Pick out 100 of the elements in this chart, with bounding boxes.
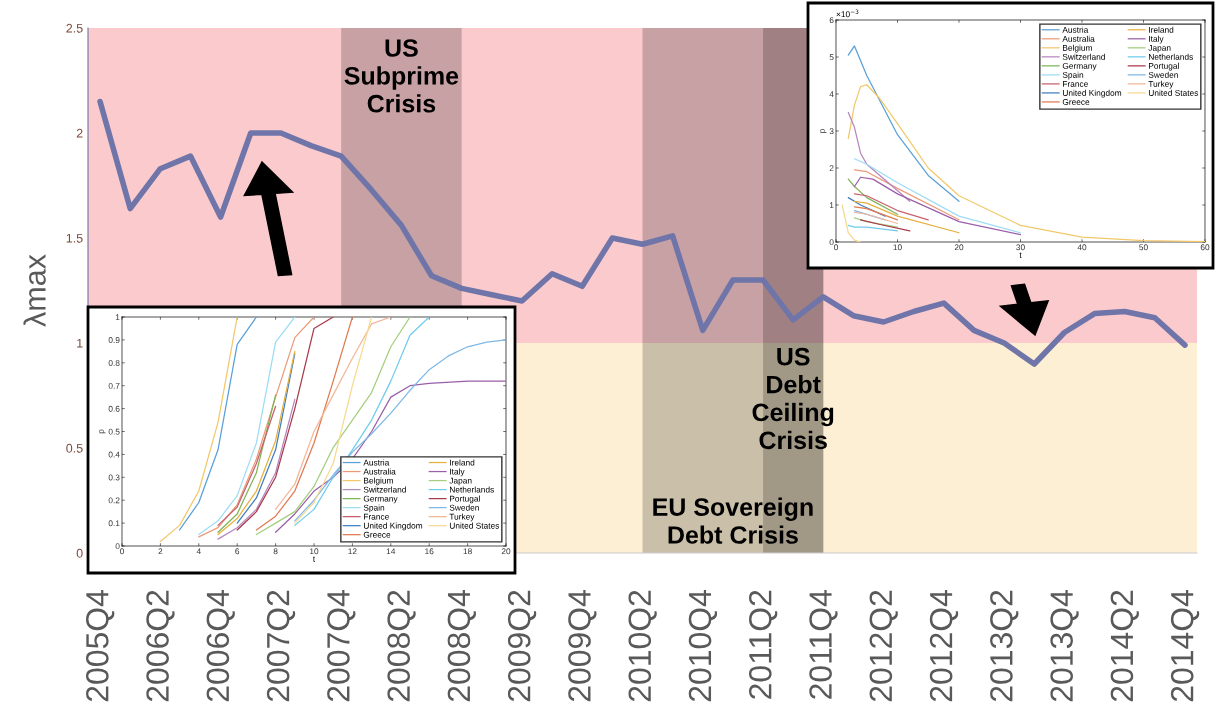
x-tick-label: 2010Q4 [688,590,718,702]
legend-label: United States [1148,89,1199,96]
y-tick-label: 2 [76,128,83,138]
x-tick-label: 2012Q2 [869,590,898,702]
x-tick-label: 2014Q2 [1110,590,1139,702]
legend-label: Australia [363,468,396,475]
y-tick-label: 0.7 [108,382,120,389]
y-tick-label: 3 [829,128,834,135]
y-tick-label: 1 [829,202,834,209]
x-tick-label: 2008Q2 [387,590,416,702]
text: ×10$^{−3}$ [836,9,859,18]
band-label: EU Sovereign Debt Crisis [653,497,813,544]
legend-label: Sweden [449,504,479,511]
x-tick-label: 16 [425,548,434,555]
y-tick-label: 6 [829,17,834,24]
y-axis-title: p [99,429,106,434]
legend-label: United States [449,522,500,529]
y-tick-label: 0.4 [108,451,120,458]
x-tick-label: 10 [310,548,319,555]
y-tick-label: 0.1 [108,520,120,527]
x-tick-label: 2013Q2 [990,590,1019,702]
x-tick-label: 2009Q4 [568,590,597,702]
y-tick-label: 0.9 [108,337,120,343]
y-tick-label: 4 [829,91,834,98]
x-tick-label: 2014Q4 [1170,590,1200,702]
legend-label: Switzerland [1062,53,1105,60]
y-tick-label: 0.5 [108,428,120,435]
legend-label: Austria [1062,26,1089,33]
x-tick-label: 30 [1016,244,1025,251]
x-tick-label: 2010Q2 [628,590,657,702]
legend-label: Sweden [1148,71,1178,78]
x-tick-label: 4 [196,548,201,555]
y-tick-label: 1.5 [66,233,83,243]
legend-label: Austria [363,459,390,466]
legend-label: Japan [449,477,472,486]
legend-label: United Kingdom [363,522,423,531]
x-tick-label: 2 [158,548,163,555]
legend-label: Greece [363,531,391,538]
legend-label: France [1063,81,1088,87]
y-tick-label: 0.8 [108,360,120,366]
legend-label: Ireland [450,459,475,466]
legend-label: Japan [1148,45,1171,53]
legend-label: Netherlands [1148,53,1193,60]
x-tick-label: 50 [1139,244,1148,251]
legend-label: Spain [363,504,385,513]
x-tick-label: 20 [954,244,964,251]
legend-label: France [364,513,389,520]
legend-label: Greece [1062,99,1090,105]
legend-label: Turkey [449,513,475,522]
x-tick-label: 18 [463,548,472,555]
x-tick-label: 10 [893,244,902,251]
y-tick-label: 5 [829,54,834,61]
legend-label: Belgium [1063,44,1092,53]
x-tick-label: 2007Q4 [327,590,356,702]
x-tick-label: 12 [348,548,357,555]
legend-label: Belgium [364,477,393,486]
x-tick-label: 14 [386,548,396,555]
x-tick-label: 8 [273,548,278,555]
legend-label: Spain [1062,71,1084,80]
y-tick-label: 2.5 [66,23,83,33]
y-axis-title: p [820,129,827,133]
y-tick-label: 0 [829,239,834,246]
legend-label: Netherlands [449,486,494,493]
y-tick-label: 0.3 [108,474,120,481]
x-tick-label: 6 [235,548,240,555]
x-tick-label: 2005Q4 [86,590,115,702]
x-axis-title: t [1019,252,1022,258]
legend-label: Turkey [1148,80,1174,89]
x-tick-label: 2012Q4 [929,590,959,702]
y-tick-label: 1 [115,314,120,321]
legend-label: Portugal [1148,62,1179,71]
legend-label: Italy [450,468,465,477]
y-tick-label: 0.6 [108,405,120,412]
x-tick-label: 20 [501,548,511,555]
legend-label: Portugal [449,495,480,504]
x-tick-label: 2013Q4 [1050,590,1079,702]
legend-label: United Kingdom [1062,89,1122,98]
legend-label: Italy [1149,35,1164,44]
y-tick-label: 0.2 [108,497,120,504]
y-tick-label: 1 [77,338,83,348]
legend-label: Australia [1062,35,1095,42]
x-tick-label: 2008Q4 [447,590,476,702]
x-tick-label: 2011Q2 [749,590,778,699]
x-tick-label: 40 [1077,244,1087,251]
y-tick-label: 0.5 [66,443,83,453]
band-label: US Subprime Crisis [344,39,459,113]
x-tick-label: 60 [1200,244,1210,251]
y-tick-label: 0 [115,543,120,550]
x-tick-label: 2006Q2 [146,590,175,702]
x-tick-label: 2006Q4 [206,590,235,702]
x-tick-label: 2007Q2 [266,590,296,702]
legend-label: Germany [363,495,398,504]
x-tick-label: 2009Q2 [507,590,537,702]
x-axis-title: t [312,556,316,562]
y-axis-title: λmax [23,254,46,327]
y-tick-label: 2 [829,165,834,172]
x-tick-label: 2011Q4 [809,590,838,699]
legend-label: Switzerland [363,486,406,493]
legend-label: Ireland [1149,26,1174,33]
legend-label: Germany [1062,62,1097,71]
